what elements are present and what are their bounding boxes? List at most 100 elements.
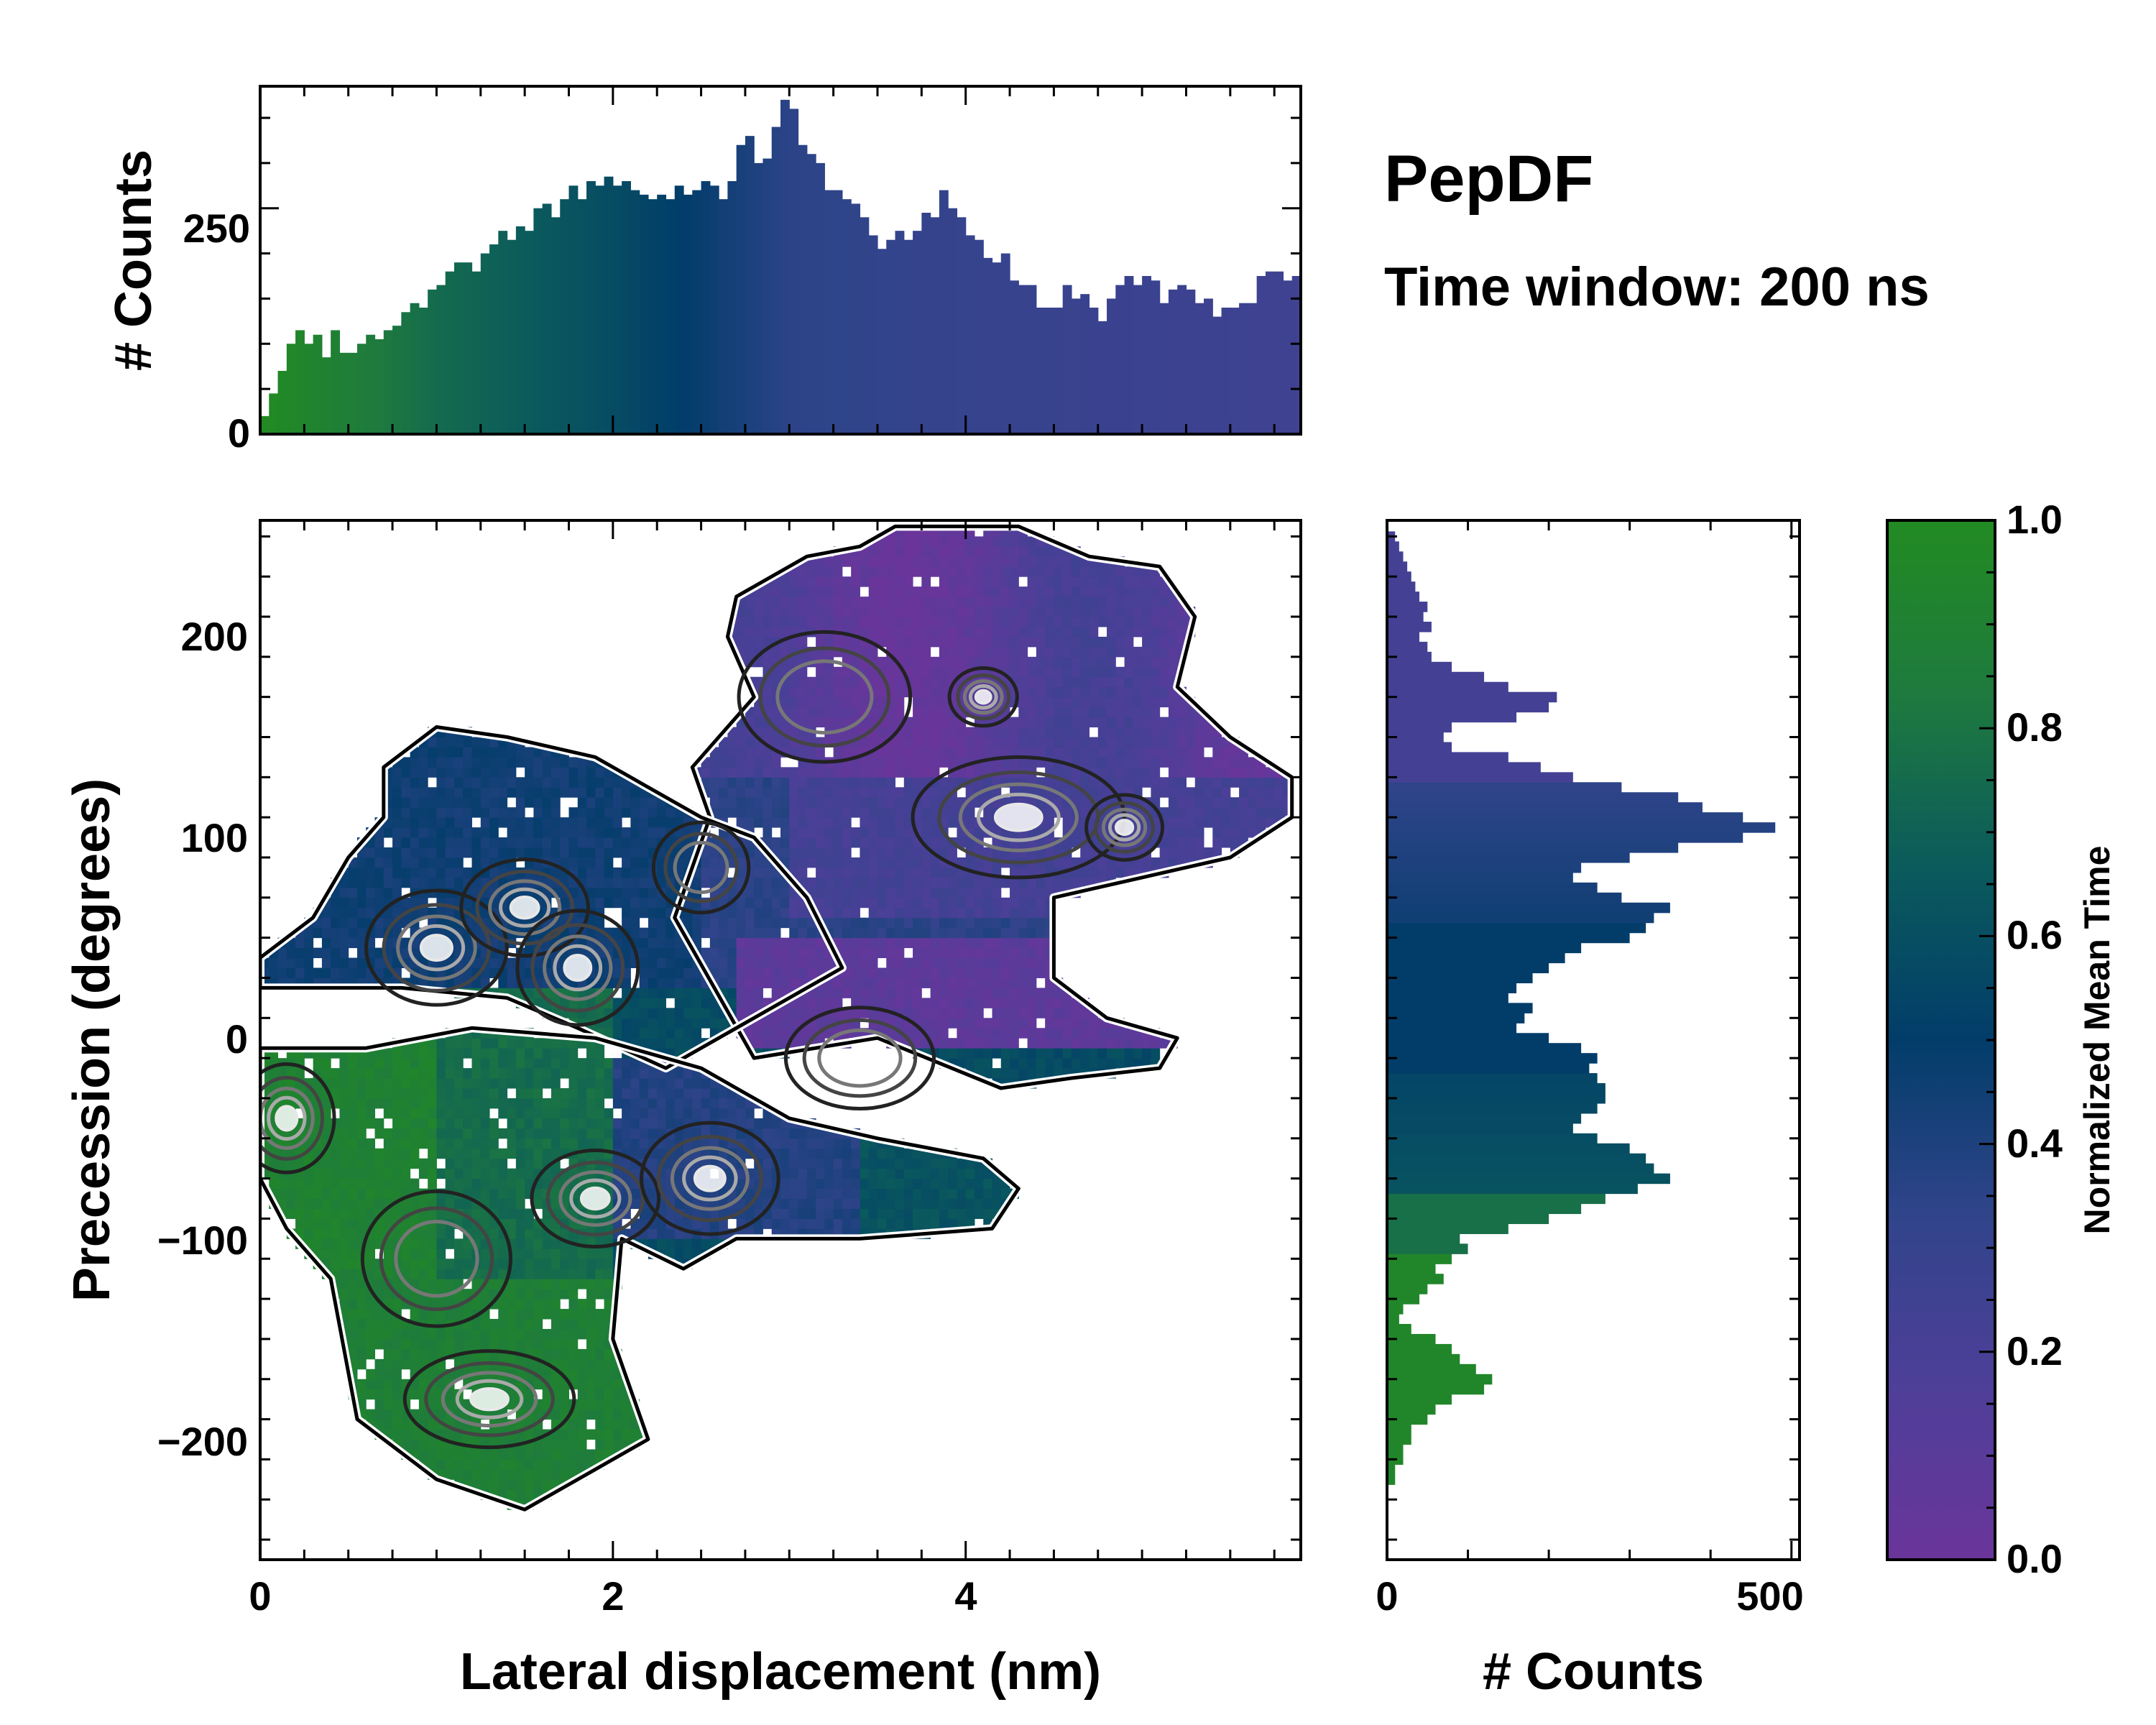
heatmap-cell (895, 927, 905, 939)
heatmap-cell (1000, 1018, 1010, 1029)
heatmap-cell (428, 1389, 437, 1400)
heatmap-cell (445, 1148, 455, 1159)
heatmap-cell (745, 807, 755, 818)
heatmap-cell (992, 988, 1002, 998)
heatmap-cell (921, 1018, 931, 1029)
heatmap-cell (356, 877, 367, 888)
heatmap-cell (339, 1289, 349, 1300)
heatmap-cell (833, 857, 843, 868)
heatmap-cell (745, 1108, 755, 1119)
heatmap-cell (745, 607, 755, 617)
heatmap-cell (374, 1118, 384, 1129)
heatmap-cell (1010, 636, 1019, 648)
heatmap-cell (983, 957, 993, 969)
heatmap-cell (877, 817, 887, 828)
heatmap-cell (939, 927, 949, 939)
heatmap-cell (401, 1328, 411, 1340)
heatmap-cell (622, 1118, 631, 1129)
heatmap-cell (974, 957, 984, 969)
heatmap-cell (401, 867, 411, 878)
heatmap-cell (392, 1429, 402, 1440)
heatmap-cell (1018, 927, 1028, 939)
heatmap-cell (374, 857, 384, 868)
heatmap-cell (939, 737, 949, 748)
heatmap-cell (348, 1218, 358, 1229)
heatmap-cell (498, 1319, 508, 1330)
heatmap-cell (930, 907, 940, 919)
heatmap-cell (1010, 947, 1019, 959)
heatmap-cell (436, 737, 446, 748)
heatmap-cell (533, 1459, 543, 1470)
heatmap-cell (806, 967, 816, 978)
heatmap-cell (1000, 656, 1010, 668)
heatmap-cell (903, 988, 913, 998)
heatmap-cell (913, 897, 922, 908)
heatmap-cell (895, 607, 905, 617)
heatmap-cell (851, 616, 860, 627)
heatmap-cell (939, 717, 949, 728)
heatmap-cell (1000, 646, 1010, 658)
heatmap-cell (824, 988, 834, 998)
heatmap-cell (771, 937, 781, 949)
heatmap-cell (392, 877, 402, 888)
heatmap-cell (436, 1459, 446, 1470)
heatmap-cell (436, 1379, 446, 1390)
heatmap-cell (983, 807, 993, 818)
heatmap-cell (392, 887, 402, 898)
heatmap-cell (542, 1238, 552, 1249)
heatmap-cell (542, 1108, 552, 1119)
heatmap-cell (1010, 576, 1019, 587)
heatmap-cell (489, 1338, 499, 1350)
heatmap-cell (295, 1158, 305, 1169)
heatmap-cell (630, 867, 640, 878)
heatmap-cell (816, 1128, 825, 1139)
heatmap-cell (577, 897, 587, 908)
heatmap-cell (366, 857, 376, 868)
heatmap-cell (789, 1208, 799, 1219)
heatmap-cell (445, 737, 455, 748)
heatmap-cell (674, 1008, 684, 1018)
heatmap-cell (348, 1118, 358, 1129)
heatmap-cell (401, 1198, 411, 1209)
heatmap-cell (921, 536, 931, 547)
heatmap-cell (428, 1108, 437, 1119)
heatmap-cell (930, 607, 940, 617)
heatmap-cell (665, 1118, 676, 1129)
heatmap-cell (489, 1118, 499, 1129)
heatmap-cell (948, 978, 957, 988)
heatmap-cell (780, 1198, 790, 1209)
heatmap-cell (877, 797, 887, 808)
heatmap-cell (709, 1008, 719, 1018)
top-hist-bar (824, 190, 834, 434)
heatmap-cell (763, 586, 773, 597)
heatmap-cell (709, 867, 719, 878)
heatmap-cell (789, 777, 799, 788)
heatmap-cell (806, 676, 816, 688)
heatmap-cell (586, 837, 596, 848)
heatmap-cell (683, 917, 693, 929)
heatmap-cell (331, 1259, 340, 1269)
heatmap-cell (453, 1128, 464, 1139)
heatmap-cell (674, 1078, 684, 1089)
heatmap-cell (719, 767, 728, 778)
heatmap-cell (806, 767, 816, 778)
heatmap-cell (983, 907, 993, 919)
heatmap-cell (560, 1328, 569, 1340)
top-hist-bar (833, 190, 843, 434)
heatmap-cell (445, 1389, 455, 1400)
heatmap-cell (339, 957, 349, 969)
heatmap-cell (392, 777, 402, 788)
heatmap-cell (824, 556, 834, 567)
heatmap-cell (568, 1459, 579, 1470)
heatmap-cell (965, 998, 975, 1008)
heatmap-cell (331, 1198, 340, 1209)
heatmap-cell (948, 616, 957, 627)
heatmap-cell (550, 1058, 561, 1069)
heatmap-cell (789, 797, 799, 808)
heatmap-cell (948, 646, 957, 658)
heatmap-cell (789, 1138, 799, 1149)
heatmap-cell (436, 1338, 446, 1350)
heatmap-cell (604, 867, 614, 878)
heatmap-cell (525, 1158, 534, 1169)
heatmap-cell (745, 737, 755, 748)
